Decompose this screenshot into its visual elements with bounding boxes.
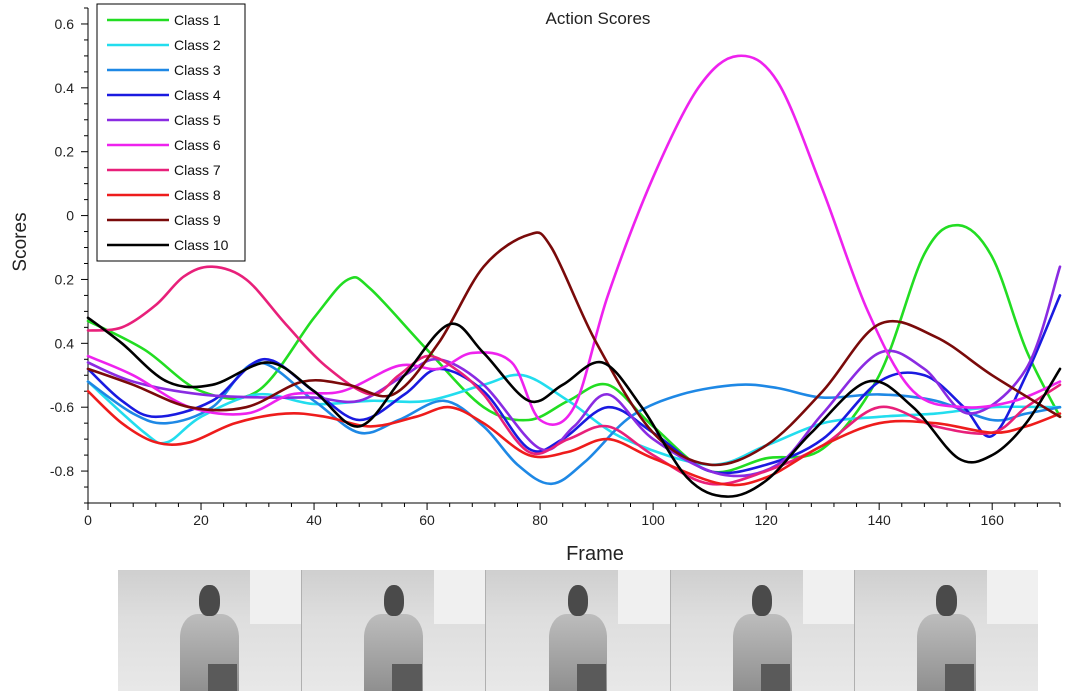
x-tick-label: 40 (306, 512, 322, 528)
legend-label: Class 9 (174, 212, 221, 228)
legend-label: Class 5 (174, 112, 221, 128)
legend-label: Class 3 (174, 62, 221, 78)
depth-frame-4 (669, 570, 854, 691)
y-tick-label: -0.8 (50, 463, 74, 479)
series-group (86, 54, 1062, 498)
y-tick-label: 0.4 (55, 80, 75, 96)
series-line-class-6 (86, 54, 1062, 426)
legend-label: Class 10 (174, 237, 229, 253)
legend-label: Class 7 (174, 162, 221, 178)
legend-label: Class 6 (174, 137, 221, 153)
depth-frame-5 (853, 570, 1039, 691)
legend-label: Class 4 (174, 87, 221, 103)
x-tick-label: 80 (532, 512, 548, 528)
legend-label: Class 1 (174, 12, 221, 28)
y-tick-label: 0 (66, 208, 74, 224)
legend-label: Class 8 (174, 187, 221, 203)
x-tick-label: 0 (84, 512, 92, 528)
x-tick-label: 120 (754, 512, 778, 528)
depth-frame-2 (301, 570, 486, 691)
legend: Class 1 Class 2 Class 3 Class 4 Class 5 Class… (96, 3, 246, 262)
series-line-class-4 (86, 294, 1062, 475)
legend-box (96, 3, 246, 262)
x-tick-label: 20 (193, 512, 209, 528)
action-scores-chart: Action Scores Frame Scores 0 20 40 60 80 100 1… (10, 3, 1062, 560)
depth-frame-1 (118, 570, 302, 691)
y-axis-label: Scores (10, 212, 31, 271)
x-axis-label: Frame (566, 543, 624, 560)
x-tick-label: 100 (641, 512, 665, 528)
depth-frame-3 (485, 570, 670, 691)
series-line-class-8 (86, 389, 1062, 487)
y-tick-label: 0.6 (55, 16, 75, 32)
legend-label: Class 2 (174, 37, 221, 53)
x-tick-label: 160 (981, 512, 1005, 528)
series-line-class-9 (86, 231, 1062, 467)
axes: 0 20 40 60 80 100 120 140 160 -0.8 -0.6 0.4 0.2 0 0.2 0… (50, 7, 1061, 528)
y-tick-label: 0.4 (55, 335, 75, 351)
series-line-class-10 (86, 316, 1062, 498)
series-line-class-2 (86, 373, 1062, 467)
series-line-class-7 (86, 265, 1062, 486)
series-line-class-5 (86, 265, 1062, 478)
y-tick-label: -0.6 (50, 399, 74, 415)
y-tick-label: 0.2 (55, 144, 75, 160)
series-line-class-1 (86, 223, 1062, 474)
y-tick-label: 0.2 (55, 271, 75, 287)
x-tick-label: 140 (867, 512, 891, 528)
x-tick-label: 60 (419, 512, 435, 528)
chart-title: Action Scores (546, 9, 651, 28)
depth-frame-strip (118, 570, 1039, 691)
